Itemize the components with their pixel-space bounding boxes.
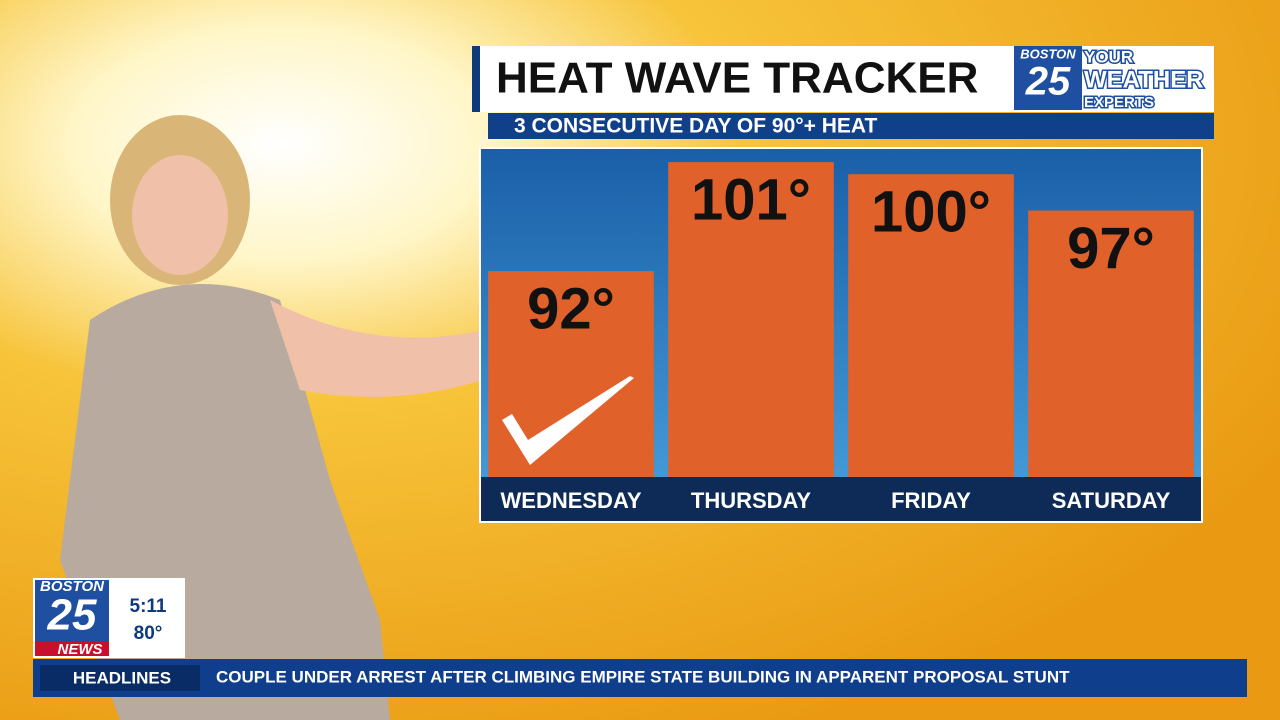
logo-line2: WEATHER [1084, 66, 1204, 93]
plot: 92° WEDNESDAY 101° THURSDAY 100° FRIDAY 97° SAT… [488, 162, 1194, 513]
x-tick-label: FRIDAY [891, 488, 971, 513]
bug-channel: 25 [47, 591, 97, 640]
x-tick-label: WEDNESDAY [501, 488, 642, 513]
bug-brand: NEWS [58, 641, 103, 658]
subtitle: 3 CONSECUTIVE DAY OF 90°+ HEAT [514, 115, 878, 138]
bar [848, 174, 1014, 477]
logo-line3: EXPERTS [1084, 94, 1154, 111]
title-accent [472, 46, 480, 112]
bug-time: 5:11 [130, 596, 167, 617]
bug-station: BOSTON [40, 578, 105, 595]
value-label: 92° [527, 276, 615, 341]
ticker-bar [33, 659, 1247, 697]
ticker-label: HEADLINES [73, 668, 171, 687]
x-tick-label: THURSDAY [691, 488, 812, 513]
logo-station: BOSTON [1020, 46, 1076, 61]
category-band [481, 477, 1201, 521]
logo-line1: YOUR [1084, 47, 1133, 66]
bug-temperature: 80° [134, 623, 163, 644]
title: HEAT WAVE TRACKER [496, 54, 978, 103]
bar [488, 271, 654, 477]
subtitle-bar [488, 113, 1214, 139]
bar [668, 162, 834, 477]
ticker-label-box [40, 665, 200, 691]
bar [1028, 210, 1194, 478]
checkmark [502, 376, 634, 465]
logo-box [1014, 46, 1082, 110]
logo-channel: 25 [1025, 60, 1071, 104]
value-label: 100° [871, 180, 991, 245]
x-tick-label: SATURDAY [1052, 488, 1171, 513]
ticker-headline: COUPLE UNDER ARREST AFTER CLIMBING EMPIR… [216, 667, 1070, 686]
station-logo: BOSTON 25 YOUR WEATHER EXPERTS [1014, 46, 1205, 112]
value-label: 97° [1067, 216, 1155, 281]
value-label: 101° [691, 167, 811, 232]
title-box [472, 46, 1214, 112]
bug-brand-bar [35, 642, 109, 656]
